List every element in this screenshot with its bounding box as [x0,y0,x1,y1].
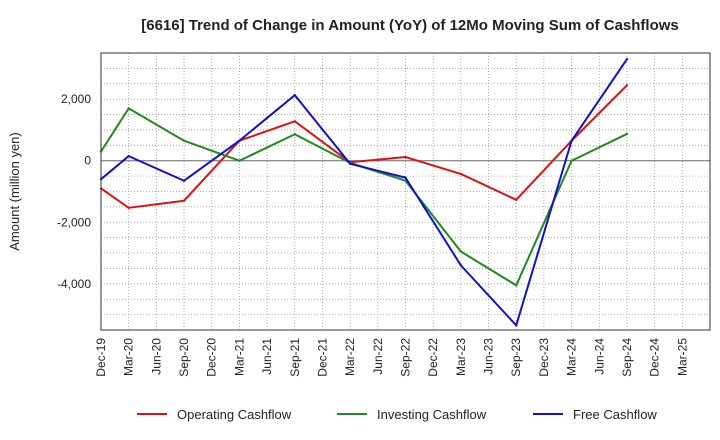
x-tick-label: Jun-20 [149,338,163,375]
x-tick-label: Dec-19 [94,338,108,377]
x-tick-label: Jun-24 [592,338,606,375]
x-tick-label: Jun-23 [482,338,496,375]
x-tick-label: Sep-23 [509,338,523,377]
operating-cashflow-point [182,199,186,202]
operating-cashflow-point [625,84,629,87]
x-tick-label: Dec-24 [648,338,662,377]
x-tick-label: Sep-22 [399,338,413,377]
y-axis-label: Amount (million yen) [7,132,22,251]
free-cashflow-point [625,57,629,61]
free-cashflow-point [348,162,352,165]
x-tick-labels: Dec-19 Mar-20 Jun-20 Sep-20 Dec-20 Mar-21 Jun-… [94,338,689,377]
x-tick-label: Jun-22 [371,338,385,375]
investing-cashflow-point [515,284,518,287]
x-tick-label: Mar-25 [675,338,689,376]
legend: Operating Cashflow Investing Cashflow Free… [137,407,657,422]
x-tick-label: Dec-20 [205,338,219,377]
free-cashflow-point [459,264,463,267]
investing-cashflow-point [182,139,186,142]
investing-cashflow-point [459,250,463,253]
x-tick-label: Mar-20 [122,338,136,376]
y-tick-label: -2,000 [57,215,91,229]
investing-cashflow-line [100,107,628,287]
series-lines [99,57,629,327]
operating-cashflow-point [127,206,130,210]
free-cashflow-point [293,93,296,97]
x-tick-label: Dec-22 [426,338,440,377]
chart-title: [6616] Trend of Change in Amount (YoY) o… [141,17,679,34]
x-tick-label: Dec-23 [537,338,551,377]
free-cashflow-point [570,139,573,142]
free-cashflow-point [238,139,241,142]
x-tick-label: Mar-21 [232,338,246,376]
y-tick-label: 0 [84,154,91,168]
y-tick-label: 2,000 [61,92,91,106]
plot-frame [100,52,711,331]
investing-cashflow-point [625,132,629,136]
free-cashflow-legend-label: Free Cashflow [573,407,657,422]
investing-cashflow-point [293,133,296,136]
x-tick-label: Mar-22 [343,338,357,376]
x-tick-label: Sep-20 [177,338,191,377]
operating-cashflow-line [100,84,628,209]
investing-cashflow-legend-label: Investing Cashflow [377,407,487,422]
x-tick-label: Mar-24 [565,338,579,376]
free-cashflow-point [127,154,130,158]
y-tick-labels: 2,000 0 -2,000 -4,000 [57,92,91,291]
x-tick-label: Sep-24 [620,338,634,377]
free-cashflow-point [182,179,186,182]
operating-cashflow-legend-label: Operating Cashflow [177,407,292,422]
grid-lines [101,53,710,330]
operating-cashflow-point [459,172,463,176]
investing-cashflow-point [238,159,241,162]
free-cashflow-point [404,176,407,179]
y-tick-label: -4,000 [57,277,91,291]
free-cashflow-point [515,324,518,327]
operating-cashflow-point [404,155,407,159]
operating-cashflow-point [293,120,296,123]
x-tick-label: Jun-21 [260,338,274,375]
investing-cashflow-point [570,159,573,162]
x-tick-label: Dec-21 [315,338,329,377]
x-tick-label: Sep-21 [288,338,302,377]
operating-cashflow-point [515,198,518,202]
investing-cashflow-point [127,107,130,110]
x-tick-label: Mar-23 [454,338,468,376]
